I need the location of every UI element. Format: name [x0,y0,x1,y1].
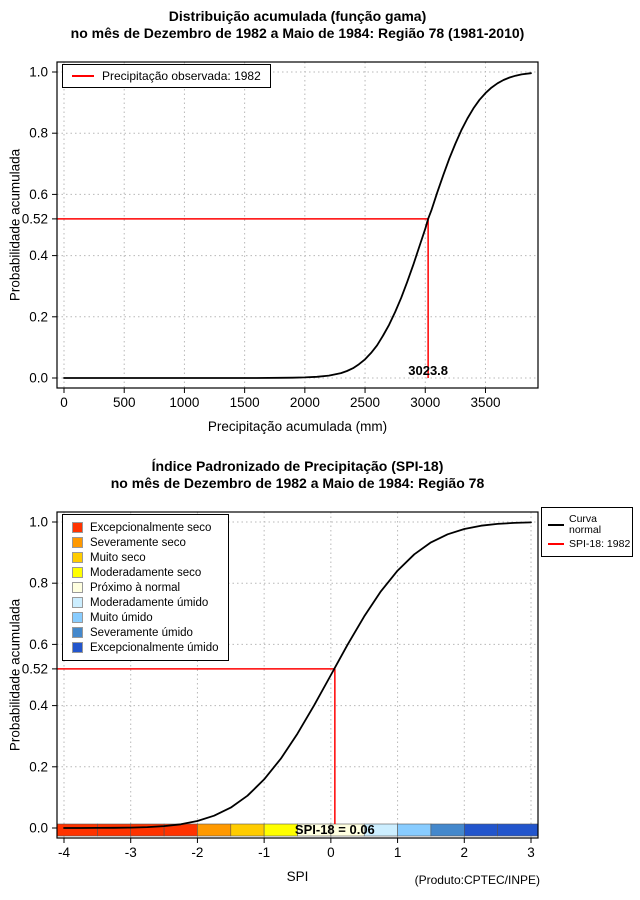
x-tick-label: 2 [461,845,469,860]
legend-item: Próximo à normal [72,580,219,595]
x-tick-label: -4 [58,845,70,860]
x-tick-label: 3500 [470,395,500,410]
y-tick-label: 1.0 [29,515,48,530]
spi-categories-legend: Excepcionalmente seco Severamente seco M… [62,514,229,661]
legend-item: SPI-18: 1982 [548,538,630,550]
marker-y-label: 0.52 [22,211,48,226]
gamma-cdf-plot: 0 500 1000 1500 2000 2500 3000 3500 0.0 0.2 0.4 0.6… [22,61,539,410]
category-swatch [72,627,83,638]
y-axis-label: Probabilidade acumulada [7,598,23,752]
chart-title: Distribuição acumulada (função gama) [168,8,427,24]
category-label: Excepcionalmente úmido [90,641,219,654]
x-tick-label: 0 [327,845,335,860]
spi-chart: Índice Padronizado de Precipitação (SPI-… [0,450,640,900]
category-swatch [72,612,83,623]
marker-x-label: 3023.8 [408,363,448,378]
category-swatch [72,567,83,578]
y-tick-label: 0.6 [29,187,48,202]
legend-item-label: Curva normal [569,513,602,536]
category-swatch [72,582,83,593]
category-label: Moderadamente úmido [90,596,209,609]
y-tick-label: 0.8 [29,576,48,591]
x-tick-label: -3 [125,845,137,860]
legend-item-label: SPI-18: 1982 [569,538,631,550]
x-axis-label: SPI [286,869,309,884]
series-curve [63,521,532,829]
category-swatch [72,597,83,608]
x-tick-label: 1 [394,845,402,860]
black-line-swatch [548,524,564,526]
category-label: Próximo à normal [90,581,181,594]
y-tick-label: 0.0 [29,371,48,386]
x-tick-label: 500 [113,395,136,410]
chart-title: Índice Padronizado de Precipitação (SPI-… [151,458,444,474]
legend-item-label: Precipitação observada: 1982 [102,69,261,83]
legend-item: Moderadamente seco [72,565,219,580]
x-tick-label: -2 [191,845,203,860]
y-tick-label: 1.0 [29,65,48,80]
marker-x-label: SPI-18 = 0.06 [295,822,375,837]
red-line-swatch [548,543,564,545]
legend-item: Severamente úmido [72,625,219,640]
category-swatch [72,642,83,653]
spi-category-bar-cell [197,823,232,837]
category-label: Moderadamente seco [90,566,202,579]
category-swatch [72,537,83,548]
x-tick-label: 3 [527,845,535,860]
legend-item: Excepcionalmente úmido [72,640,219,655]
curves-legend: Curva normal SPI-18: 1982 [541,507,633,557]
x-tick-label: 1500 [230,395,260,410]
y-tick-label: 0.4 [29,248,48,263]
legend-item: Curva normal [548,514,626,536]
legend-item: Severamente seco [72,535,219,550]
category-swatch [72,522,83,533]
y-tick-label: 0.2 [29,309,48,324]
spi-category-bar-cell [430,823,465,837]
spi-category-bar-cell [497,823,539,837]
chart-subtitle: no mês de Dezembro de 1982 a Maio de 198… [110,475,485,491]
category-label: Muito seco [90,551,146,564]
x-tick-label: 1000 [169,395,199,410]
legend-item: Muito úmido [72,610,219,625]
y-axis-label: Probabilidade acumulada [7,148,23,302]
x-tick-label: 0 [60,395,68,410]
x-tick-label: 3000 [410,395,440,410]
y-tick-label: 0.6 [29,637,48,652]
plot-border [56,511,539,839]
x-axis-label: Precipitação acumulada (mm) [207,419,388,434]
gamma-cdf-chart: Distribuição acumulada (função gama) no … [7,8,539,434]
spi-category-bar-cell [263,823,298,837]
y-tick-label: 0.4 [29,698,48,713]
category-label: Excepcionalmente seco [90,521,212,534]
legend-item: Muito seco [72,550,219,565]
spi-category-bar-cell [56,823,98,837]
spi-category-bar-cell [97,823,132,837]
category-swatch [72,552,83,563]
category-label: Severamente úmido [90,626,193,639]
plot-border [56,61,539,389]
series-curve [63,72,532,379]
legend-item: Moderadamente úmido [72,595,219,610]
category-label: Muito úmido [90,611,153,624]
y-tick-label: 0.2 [29,759,48,774]
x-tick-label: 2500 [350,395,380,410]
legend-item: Excepcionalmente seco [72,520,219,535]
x-tick-label: -1 [258,845,270,860]
marker-y-label: 0.52 [22,661,48,676]
chart-subtitle: no mês de Dezembro de 1982 a Maio de 198… [70,25,525,41]
red-line-swatch [72,75,94,77]
category-label: Severamente seco [90,536,186,549]
legend-observed-precip: Precipitação observada: 1982 [62,64,271,88]
x-tick-label: 2000 [290,395,320,410]
y-tick-label: 0.0 [29,821,48,836]
spi-category-bar-cell [463,823,498,837]
y-tick-label: 0.8 [29,126,48,141]
credit-text: (Produto:CPTEC/INPE) [414,873,540,887]
spi-category-bar-cell [397,823,432,837]
spi-category-bar-cell [230,823,265,837]
